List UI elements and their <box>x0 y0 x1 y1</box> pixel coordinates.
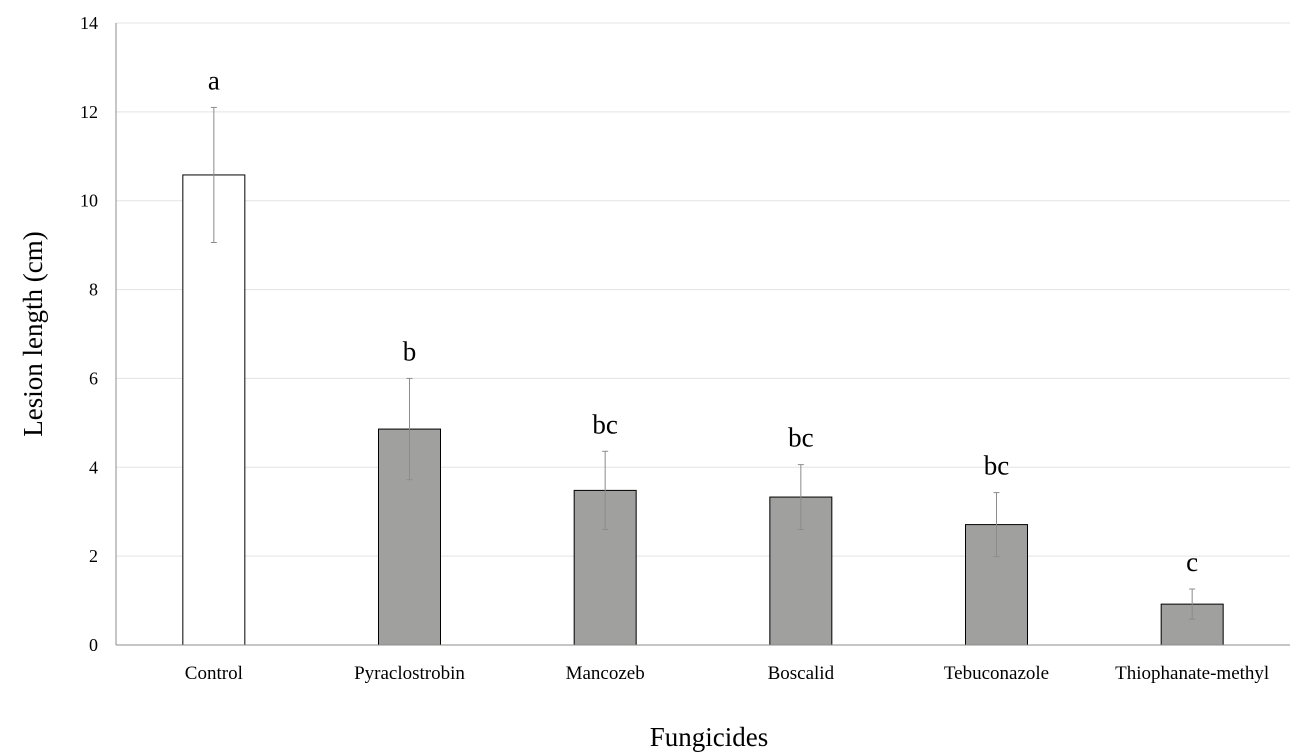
significance-letter: bc <box>788 423 814 453</box>
bars <box>182 174 1224 646</box>
significance-letters: a b bc bc bc c <box>208 65 1198 577</box>
x-category-label: Tebuconazole <box>944 663 1049 684</box>
gridlines <box>116 22 1290 557</box>
significance-letter: a <box>208 65 220 95</box>
significance-letter: c <box>1186 547 1198 577</box>
x-category-label: Control <box>185 663 243 684</box>
y-tick-label: 2 <box>89 546 98 566</box>
y-tick-label: 10 <box>80 191 98 211</box>
y-tick-label: 4 <box>89 457 98 477</box>
x-category-label: Boscalid <box>768 663 835 684</box>
x-category-label: Pyraclostrobin <box>354 663 465 684</box>
y-tick-label: 8 <box>89 280 98 300</box>
x-category-label: Thiophanate-methyl <box>1115 663 1269 684</box>
significance-letter: b <box>403 336 417 366</box>
significance-letter: bc <box>984 451 1010 481</box>
x-category-label: Mancozeb <box>566 663 645 684</box>
x-axis-title: Fungicides <box>650 722 769 752</box>
y-tick-label: 14 <box>80 13 98 33</box>
y-axis-title: Lesion length (cm) <box>18 231 48 436</box>
y-tick-label: 0 <box>89 635 98 655</box>
error-bars <box>210 106 1196 620</box>
y-tick-labels: 0 2 4 6 8 10 12 14 <box>80 13 98 655</box>
y-tick-label: 12 <box>80 102 98 122</box>
x-category-labels: Control Pyraclostrobin Mancozeb Boscalid Teb… <box>185 663 1269 684</box>
y-tick-label: 6 <box>89 368 98 388</box>
bar-control <box>182 174 246 646</box>
significance-letter: bc <box>592 409 618 439</box>
axes <box>115 23 1290 646</box>
